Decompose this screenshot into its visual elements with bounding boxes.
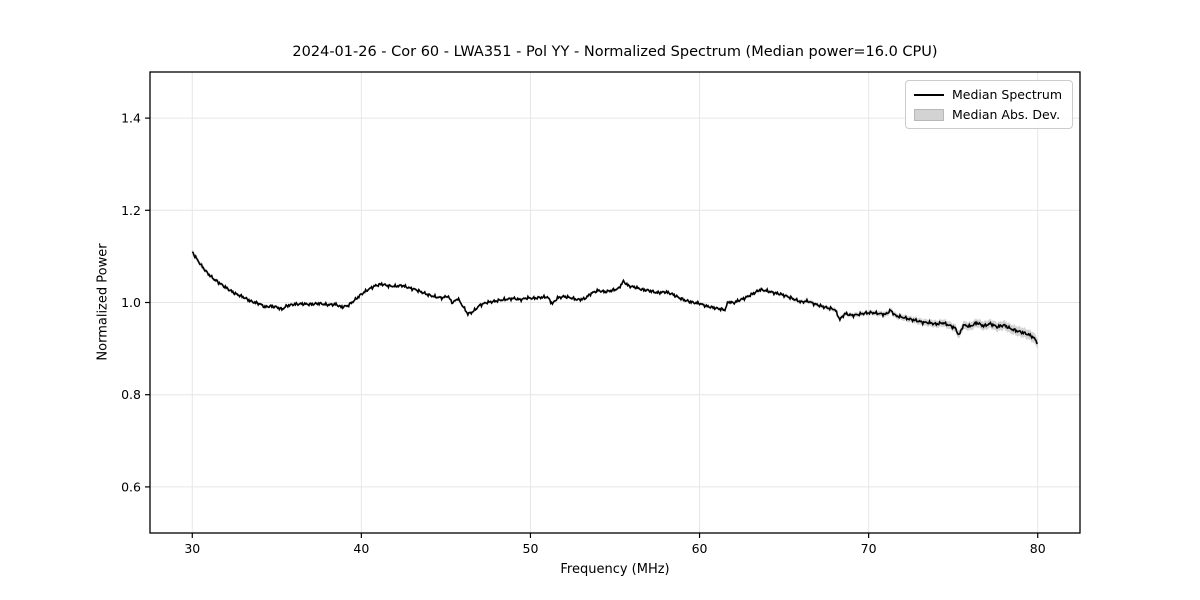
legend-item-median-spectrum: Median Spectrum bbox=[913, 87, 1062, 102]
legend-box: Median Spectrum Median Abs. Dev. bbox=[904, 80, 1073, 129]
patch-swatch-icon bbox=[913, 108, 944, 121]
y-axis-label: Normalized Power bbox=[95, 243, 111, 361]
x-axis-label: Frequency (MHz) bbox=[560, 562, 670, 577]
x-tick-label: 80 bbox=[1030, 541, 1046, 556]
y-tick-label: 1.2 bbox=[121, 203, 141, 218]
chart-title: 2024-01-26 - Cor 60 - LWA351 - Pol YY - … bbox=[292, 44, 938, 60]
x-tick-label: 50 bbox=[523, 541, 539, 556]
y-tick-label: 1.0 bbox=[121, 295, 141, 310]
y-tick-label: 1.4 bbox=[121, 111, 141, 126]
median-spectrum-line bbox=[191, 251, 1038, 345]
x-tick-label: 70 bbox=[861, 541, 877, 556]
median-abs-dev-band bbox=[192, 249, 1038, 349]
line-swatch-icon bbox=[913, 93, 944, 96]
x-tick-label: 60 bbox=[692, 541, 708, 556]
legend-label: Median Abs. Dev. bbox=[951, 107, 1061, 122]
y-tick-label: 0.8 bbox=[121, 387, 141, 402]
legend-label: Median Spectrum bbox=[951, 87, 1062, 102]
legend-item-median-abs-dev: Median Abs. Dev. bbox=[913, 107, 1062, 122]
y-tick-label: 0.6 bbox=[121, 479, 141, 494]
x-tick-label: 30 bbox=[184, 541, 200, 556]
x-tick-label: 40 bbox=[353, 541, 369, 556]
